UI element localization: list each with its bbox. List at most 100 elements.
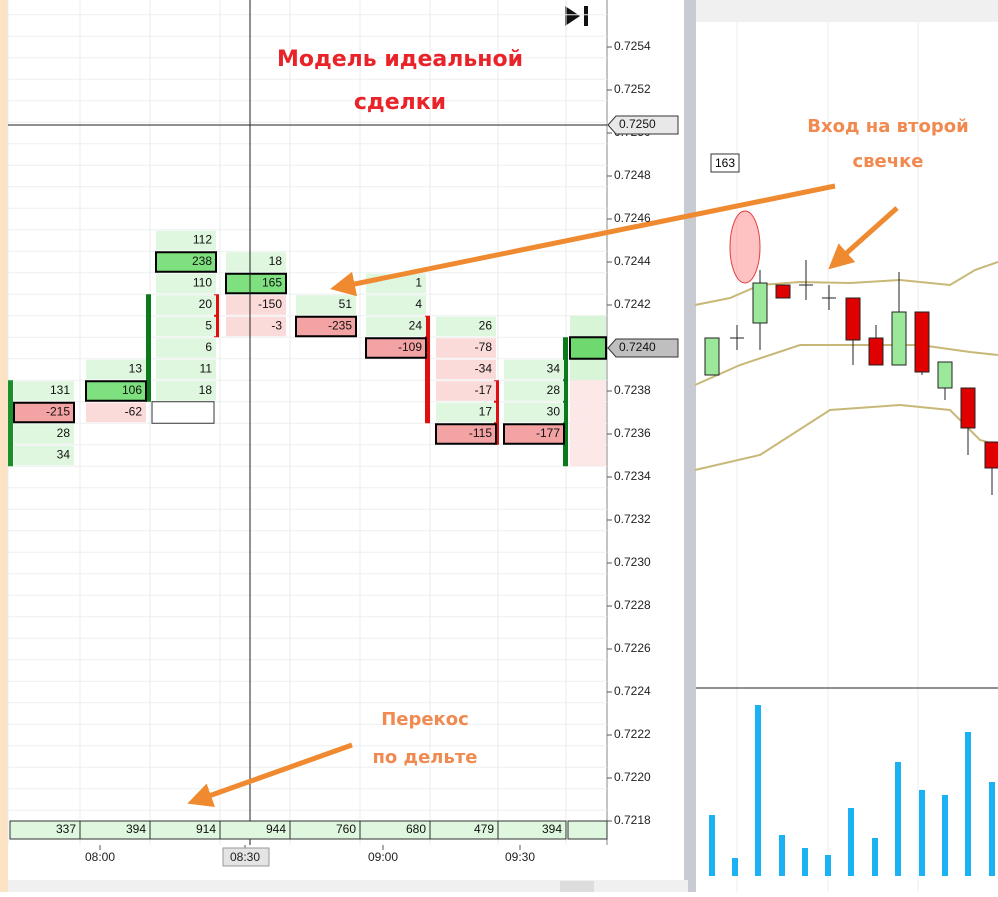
cell-value: 1	[415, 276, 422, 290]
volume-bar	[919, 790, 925, 876]
candle-body	[563, 337, 568, 467]
candle	[960, 387, 976, 429]
price-label: 0.7238	[614, 383, 651, 397]
delta-value: 394	[542, 822, 562, 836]
candle	[914, 311, 930, 373]
candles	[694, 22, 998, 892]
price-axis	[608, 0, 684, 892]
cell-value: -115	[469, 426, 492, 440]
candle	[868, 337, 884, 366]
price-label: 0.7248	[614, 168, 651, 182]
cell	[14, 424, 74, 444]
scrollbar[interactable]	[8, 880, 688, 892]
grid	[7, 0, 607, 845]
cell	[504, 381, 564, 401]
candle	[845, 297, 861, 341]
cell	[570, 380, 606, 402]
candle-body	[425, 315, 430, 424]
cell-value: -235	[328, 319, 352, 333]
cell	[226, 252, 286, 272]
cell	[86, 402, 146, 423]
cell	[366, 295, 426, 315]
cell	[226, 295, 286, 315]
arrow	[828, 206, 899, 270]
volume-bar	[942, 795, 948, 876]
delta-cell	[567, 820, 608, 840]
cell-value: -215	[46, 405, 70, 419]
candle-body	[494, 380, 499, 445]
cell-value: 34	[57, 448, 71, 462]
delta-cell	[497, 820, 567, 840]
cell	[151, 401, 215, 424]
cell-value: 17	[479, 405, 493, 419]
cell-value: -34	[475, 362, 493, 376]
chart-panel	[696, 0, 998, 892]
cell	[365, 337, 427, 359]
volume-bar	[872, 838, 878, 876]
time-axis	[8, 845, 608, 880]
candle	[704, 337, 720, 376]
cell	[13, 401, 75, 424]
cell-value: -78	[475, 340, 493, 354]
delta-value: 479	[474, 822, 494, 836]
cell-value: 165	[262, 276, 282, 290]
cell-value: 34	[547, 362, 561, 376]
scroll-end-button[interactable]	[565, 6, 588, 26]
price-label: 0.7234	[614, 469, 651, 483]
cell-value: -3	[271, 319, 282, 333]
delta-value: 760	[336, 822, 356, 836]
cell	[156, 359, 216, 380]
volume-bar	[802, 848, 808, 876]
candle	[752, 282, 768, 324]
cell-value: 131	[50, 383, 70, 397]
volume-bar	[825, 855, 831, 876]
cell-value: 11	[200, 362, 213, 376]
cell	[504, 402, 564, 423]
level-box	[710, 153, 740, 173]
time-label: 08:00	[85, 850, 115, 864]
skew-note: Перекос	[381, 709, 469, 730]
cell-value: 4	[415, 297, 422, 311]
footprint: 131 -215 28 34 13 106 -62 112 238 110 20 5 6 11 18 18 16…	[8, 230, 607, 467]
price-marker-label: 0.7250	[619, 117, 656, 131]
price-marker	[607, 115, 679, 135]
time-label: 09:30	[505, 850, 535, 864]
cell-value: 106	[122, 383, 142, 397]
price-label: 0.7246	[614, 211, 651, 225]
cell-value: 13	[129, 362, 143, 376]
cell-value: 20	[199, 297, 213, 311]
volume-bar	[989, 782, 995, 876]
cell	[570, 444, 606, 467]
cell-value: -109	[398, 340, 422, 354]
cell	[226, 316, 286, 337]
time-highlight	[222, 847, 270, 867]
cell-value: 51	[339, 297, 353, 311]
cell	[435, 423, 497, 445]
cell-value: -150	[258, 297, 282, 311]
cell-value: 28	[57, 426, 71, 440]
price-label: 0.7222	[614, 727, 651, 741]
entry-note: Вход на второй	[807, 116, 968, 137]
price-label: 0.7230	[614, 555, 651, 569]
candle	[937, 361, 953, 389]
cell	[436, 402, 496, 423]
band	[694, 344, 998, 386]
title-line: Модель идеальной	[277, 47, 523, 72]
candle	[891, 311, 907, 366]
time-label: 08:30	[230, 850, 260, 864]
cell-value: 28	[547, 383, 561, 397]
volume-bar	[848, 808, 854, 876]
cell	[225, 272, 287, 295]
price-label: 0.7220	[614, 770, 651, 784]
cell	[14, 381, 74, 401]
cell	[156, 273, 216, 294]
price-label: 0.7244	[614, 254, 651, 268]
cell	[85, 380, 147, 402]
delta-value: 337	[56, 822, 76, 836]
cell	[436, 381, 496, 401]
scroll-thumb[interactable]	[560, 881, 594, 892]
cell	[436, 359, 496, 380]
splitter[interactable]	[684, 0, 696, 892]
cell	[155, 251, 217, 273]
